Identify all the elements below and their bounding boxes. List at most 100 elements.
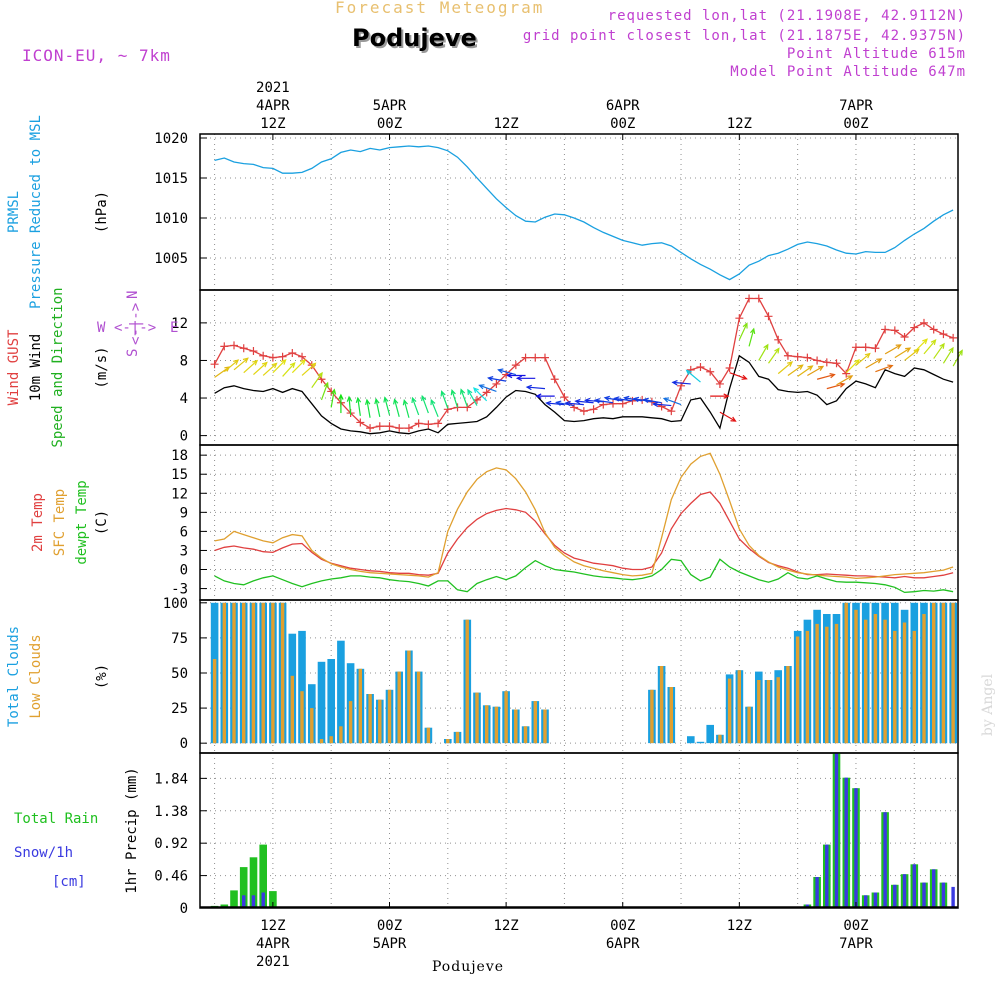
cloud-bar-secondary xyxy=(844,602,848,744)
y-tick-label: 15 xyxy=(171,467,188,483)
cloud-bar-secondary xyxy=(407,650,411,744)
wind-direction-arrowhead xyxy=(355,396,362,403)
cloud-bar-secondary xyxy=(766,680,771,744)
gust-marker xyxy=(715,379,724,388)
cloud-bar-secondary xyxy=(465,619,469,744)
wind-direction-arrowhead xyxy=(750,327,756,335)
y-axis-label: Pressure Reduced to MSL xyxy=(28,115,44,309)
wind-direction-arrow xyxy=(214,366,230,378)
cloud-bar-secondary xyxy=(339,726,343,744)
bottom-time-label: 00Z xyxy=(610,918,635,934)
y-tick-label: 4 xyxy=(180,391,188,407)
wind-direction-arrowhead xyxy=(421,394,427,402)
y-axis-label: 1hr Precip (mm) xyxy=(124,767,140,893)
gust-marker xyxy=(919,318,928,327)
gust-marker xyxy=(793,352,802,361)
cloud-bar-secondary xyxy=(378,699,382,744)
wind-direction-arrow xyxy=(865,358,882,369)
cloud-bar-secondary xyxy=(883,619,887,744)
time-axis: 2021 4APR 12Z 5APR 00Z 12Z 6APR 00Z 12Z 7APR 00Z 12… xyxy=(256,80,873,970)
cloud-bar-primary xyxy=(317,661,326,744)
wind-direction-arrow xyxy=(375,399,381,417)
cloud-bar-secondary xyxy=(786,666,790,744)
precip-bar-secondary xyxy=(932,869,936,909)
gust-marker xyxy=(414,419,423,428)
y-tick-label: 1020 xyxy=(154,131,188,147)
cloud-bar-secondary xyxy=(737,670,741,744)
precip-bar-secondary xyxy=(883,812,887,908)
wind-direction-arrowhead xyxy=(555,400,562,406)
wind-direction-arrowhead xyxy=(642,397,649,404)
series-line-10m-wind xyxy=(214,354,954,435)
wind-direction-arrow xyxy=(777,361,793,375)
wind-direction-arrow xyxy=(634,398,652,403)
wind-direction-arrowhead xyxy=(742,322,748,329)
wind-direction-arrow xyxy=(488,377,507,382)
gust-marker xyxy=(890,326,899,335)
precip-bar-secondary xyxy=(825,844,829,908)
cloud-bar-secondary xyxy=(902,622,907,744)
wind-direction-arrow xyxy=(421,395,429,414)
cloud-bar-secondary xyxy=(864,619,868,744)
gust-marker xyxy=(424,420,433,429)
wind-direction-arrow xyxy=(451,390,459,408)
cloud-bar-secondary xyxy=(718,734,722,744)
gust-marker xyxy=(249,347,258,356)
station-name: Podujeve xyxy=(352,24,477,52)
wind-direction-arrow xyxy=(758,344,769,361)
y-tick-label: 1.38 xyxy=(154,804,188,820)
bottom-time-label: 12Z xyxy=(727,918,752,934)
precip-bar-secondary xyxy=(844,777,848,908)
gust-marker xyxy=(589,405,598,414)
wind-direction-arrow xyxy=(366,399,371,418)
gust-marker xyxy=(764,312,773,321)
cloud-bar-secondary xyxy=(669,687,673,744)
wind-direction-arrowhead xyxy=(467,388,473,395)
cloud-bar-secondary xyxy=(873,614,878,744)
y-tick-label: 75 xyxy=(171,631,188,647)
wind-direction-arrowhead xyxy=(261,361,268,368)
y-tick-label: 50 xyxy=(171,666,188,682)
wind-direction-arrow xyxy=(403,400,410,418)
precip-bar-secondary xyxy=(261,892,265,908)
precip-legend-entry: [cm] xyxy=(52,874,86,890)
cloud-bar-primary xyxy=(337,640,345,744)
bottom-time-label: 5APR xyxy=(373,936,407,952)
precip-panel: 0 0.46 0.92 1.38 1.84 1hr Precip (mm) Total Ra… xyxy=(14,752,959,917)
bottom-time-label: 2021 xyxy=(256,954,290,970)
cloud-bar-secondary xyxy=(446,739,450,744)
wind-direction-arrowhead xyxy=(922,338,928,345)
top-time-label: 6APR xyxy=(606,98,640,114)
wind-direction-arrowhead xyxy=(685,369,692,376)
wind-direction-arrow xyxy=(836,375,853,386)
gust-marker xyxy=(745,294,754,303)
y-tick-label: 0 xyxy=(180,736,188,752)
wind-direction-arrowhead xyxy=(652,401,659,408)
wind-direction-arrowhead xyxy=(876,358,883,364)
cloud-bar-secondary xyxy=(455,731,460,744)
top-time-label: 00Z xyxy=(843,116,868,132)
gust-marker xyxy=(550,375,559,384)
gust-marker xyxy=(939,330,948,339)
wind-direction-arrowhead xyxy=(310,362,317,369)
cloud-bar-secondary xyxy=(280,602,285,744)
gust-marker xyxy=(288,348,297,357)
y-tick-label: 0 xyxy=(180,901,188,917)
cloud-bar-secondary xyxy=(387,689,392,744)
y-tick-label: 1.84 xyxy=(154,771,188,787)
wind-direction-arrow xyxy=(768,348,780,364)
y-tick-label: 6 xyxy=(180,524,188,540)
wind-direction-arrow xyxy=(604,397,623,402)
wind-direction-arrowhead xyxy=(393,398,399,405)
gust-marker xyxy=(278,352,287,361)
wind-direction-arrow xyxy=(272,359,287,374)
wind-direction-arrow xyxy=(797,365,813,377)
wind-direction-arrowhead xyxy=(280,358,287,365)
wind-direction-arrowhead xyxy=(525,384,532,391)
cloud-bar-secondary xyxy=(912,630,916,744)
wind-direction-arrow xyxy=(253,362,268,375)
precip-bar-secondary xyxy=(951,886,955,908)
gust-marker xyxy=(667,407,676,416)
cloud-bar-secondary xyxy=(795,636,800,744)
